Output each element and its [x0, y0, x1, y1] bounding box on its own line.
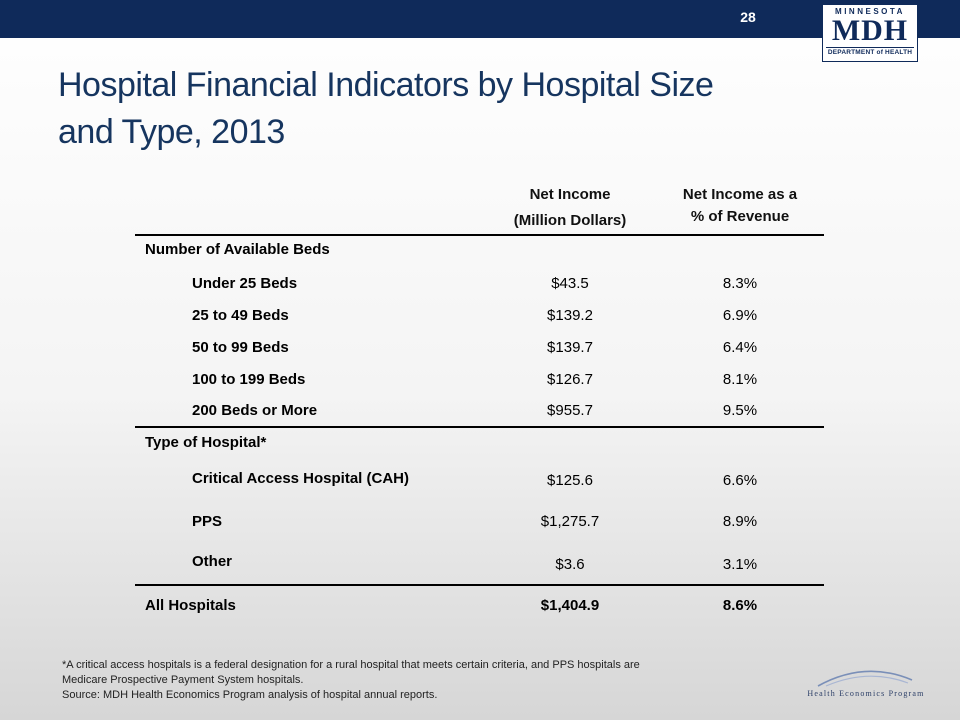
row-label: All Hospitals [145, 597, 236, 614]
health-economics-program-logo: Health Economics Program [790, 664, 940, 704]
pct-revenue-value: 8.3% [722, 275, 758, 292]
pct-revenue-value: 8.9% [722, 513, 758, 530]
net-income-value: $3.6 [555, 556, 585, 573]
pct-revenue-value: 8.1% [722, 371, 758, 388]
table-row: 50 to 99 Beds $139.7 6.4% [0, 339, 960, 361]
pct-revenue-value: 3.1% [722, 556, 758, 573]
pct-revenue-value: 9.5% [722, 402, 758, 419]
table-row: Under 25 Beds $43.5 8.3% [0, 275, 960, 297]
table-row-total: All Hospitals $1,404.9 8.6% [0, 597, 960, 619]
net-income-value: $43.5 [551, 275, 589, 292]
logo-state-text: MINNESOTA [835, 7, 905, 16]
section-row-beds: Number of Available Beds [0, 241, 960, 263]
logo-mark-text: MDH [831, 14, 909, 47]
column-header-pct-revenue-line1: Net Income as a [682, 186, 798, 203]
pct-revenue-value: 6.9% [722, 307, 758, 324]
column-header-net-income: Net Income (Million Dollars) [485, 182, 655, 234]
slide-title-line2: and Type, 2013 [58, 113, 285, 151]
footnote-line: Medicare Prospective Payment System hosp… [62, 674, 304, 686]
row-label: Other [192, 553, 233, 570]
logo-dept-text: DEPARTMENT of HEALTH [826, 47, 914, 56]
net-income-value: $1,275.7 [540, 513, 600, 530]
row-label: Critical Access Hospital (CAH) [192, 470, 410, 487]
net-income-value: $139.2 [547, 307, 593, 324]
column-header-net-income-line2: (Million Dollars) [513, 212, 627, 229]
section-label-type: Type of Hospital* [145, 434, 267, 451]
net-income-value: $955.7 [547, 402, 593, 419]
row-label: 50 to 99 Beds [192, 339, 289, 356]
footnote-line: *A critical access hospitals is a federa… [62, 659, 640, 671]
mdh-logo: MINNESOTA MDH DEPARTMENT of HEALTH [822, 4, 918, 62]
table-rule-middle [135, 426, 824, 428]
table-row: PPS $1,275.7 8.9% [0, 513, 960, 535]
section-row-type: Type of Hospital* [0, 434, 960, 456]
table-row: 100 to 199 Beds $126.7 8.1% [0, 371, 960, 393]
row-label: 100 to 199 Beds [192, 371, 306, 388]
table-row: Other $3.6 3.1% [0, 553, 960, 578]
table-rule-bottom [135, 584, 824, 586]
header-bar: 28 [0, 0, 960, 38]
slide-title: Hospital Financial Indicators by Hospita… [58, 62, 858, 156]
column-header-pct-revenue: Net Income as a % of Revenue [650, 184, 830, 228]
net-income-value: $126.7 [547, 371, 593, 388]
footnote-line: Source: MDH Health Economics Program ana… [62, 689, 438, 701]
section-label-beds: Number of Available Beds [145, 241, 330, 258]
row-label: 25 to 49 Beds [192, 307, 289, 324]
row-label: PPS [192, 513, 223, 530]
program-logo-text: Health Economics Program [807, 689, 925, 698]
net-income-value: $125.6 [547, 472, 593, 489]
column-header-pct-revenue-line2: % of Revenue [690, 208, 790, 225]
program-logo-swoosh-icon [817, 670, 913, 687]
slide-title-line1: Hospital Financial Indicators by Hospita… [58, 66, 714, 104]
pct-revenue-value: 8.6% [722, 597, 758, 614]
row-label: 200 Beds or More [192, 402, 318, 419]
pct-revenue-value: 6.6% [722, 472, 758, 489]
page-number: 28 [740, 9, 756, 25]
row-label: Under 25 Beds [192, 275, 298, 292]
pct-revenue-value: 6.4% [722, 339, 758, 356]
footnote: *A critical access hospitals is a federa… [62, 658, 802, 703]
table-row: 200 Beds or More $955.7 9.5% [0, 402, 960, 424]
table-row: 25 to 49 Beds $139.2 6.9% [0, 307, 960, 329]
net-income-value: $1,404.9 [540, 597, 600, 614]
column-header-net-income-line1: Net Income [529, 186, 611, 203]
net-income-value: $139.7 [547, 339, 593, 356]
table-rule-top [135, 234, 824, 236]
table-row: Critical Access Hospital (CAH) $125.6 6.… [0, 470, 960, 494]
